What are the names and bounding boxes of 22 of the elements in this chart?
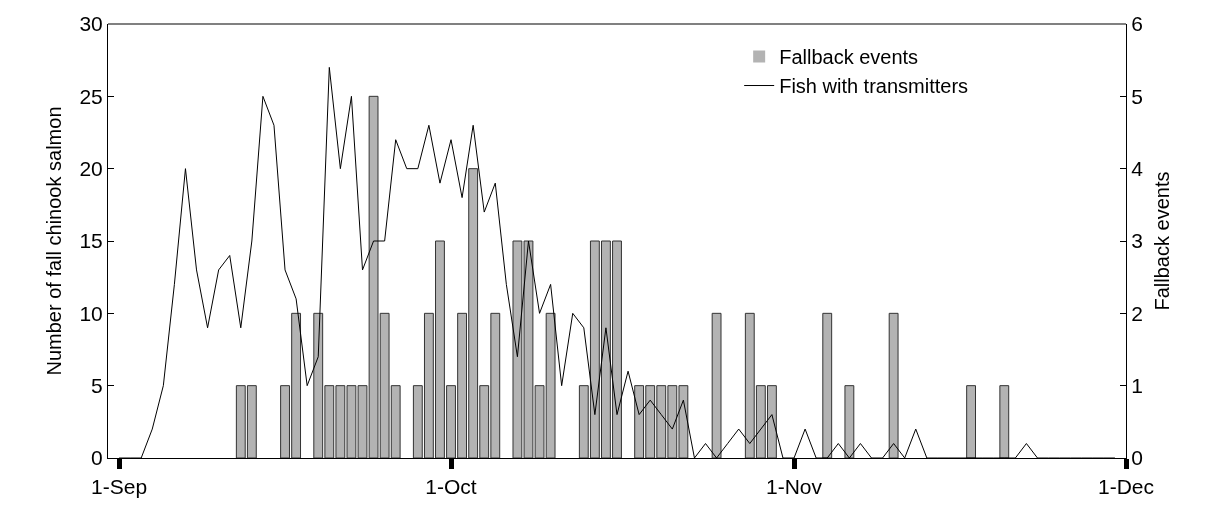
- y-tick-label: 15: [79, 229, 103, 253]
- x-tick-label: 1-Sep: [91, 475, 148, 499]
- y-tick-label: 20: [79, 157, 103, 181]
- y2-tick-label: 4: [1131, 157, 1144, 181]
- x-tick-label: 1-Oct: [425, 475, 477, 499]
- y2-tick-label: 3: [1131, 229, 1143, 253]
- x-tick-label: 1-Nov: [766, 475, 823, 499]
- y2-tick-label: 1: [1131, 374, 1143, 398]
- legend-label: Fallback events: [779, 46, 919, 69]
- x-tick-label: 1-Dec: [1097, 475, 1155, 499]
- y2-tick-label: 5: [1131, 84, 1143, 108]
- y-tick-label: 10: [79, 301, 103, 325]
- y-tick-label: 5: [91, 374, 103, 398]
- y2-tick-label: 6: [1131, 12, 1143, 36]
- y2-axis-title: Fallback events: [1150, 171, 1173, 311]
- y2-tick-label: 2: [1131, 301, 1143, 325]
- y2-tick-label: 0: [1131, 446, 1143, 470]
- y-tick-label: 25: [79, 84, 103, 108]
- y-tick-label: 30: [79, 12, 103, 36]
- legend-label: Fish with transmitters: [779, 75, 969, 98]
- y-axis-title: Number of fall chinook salmon: [42, 106, 65, 376]
- y-tick-label: 0: [91, 446, 103, 470]
